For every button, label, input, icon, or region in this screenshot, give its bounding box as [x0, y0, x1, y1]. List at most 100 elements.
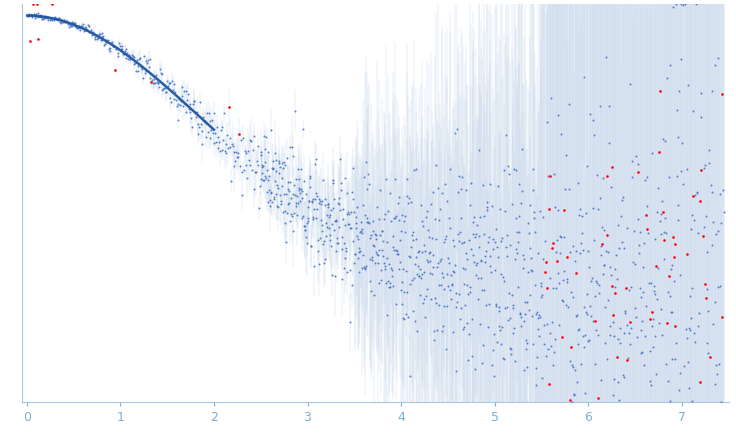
Point — [537, 291, 548, 298]
Point — [553, 321, 565, 328]
Point — [533, 333, 545, 340]
Point — [478, 286, 490, 293]
Point — [173, 96, 185, 103]
Point — [73, 23, 85, 30]
Point — [519, 318, 531, 325]
Point — [554, 250, 566, 257]
Point — [446, 281, 458, 288]
Point — [620, 412, 632, 419]
Point — [635, 349, 647, 356]
Point — [258, 163, 269, 170]
Point — [169, 95, 180, 102]
Point — [325, 231, 336, 238]
Point — [643, 412, 655, 419]
Point — [601, 54, 612, 61]
Point — [55, 19, 67, 26]
Point — [669, 323, 681, 330]
Point — [645, 308, 657, 315]
Point — [282, 185, 294, 192]
Point — [556, 333, 567, 340]
Point — [609, 283, 621, 290]
Point — [222, 144, 234, 151]
Point — [467, 218, 479, 225]
Point — [685, 314, 697, 321]
Point — [246, 166, 258, 173]
Point — [674, 369, 686, 376]
Point — [219, 149, 231, 156]
Point — [84, 28, 96, 35]
Point — [528, 209, 540, 216]
Point — [569, 366, 581, 373]
Point — [321, 223, 333, 230]
Point — [279, 208, 291, 215]
Point — [553, 206, 565, 213]
Point — [258, 132, 270, 139]
Point — [544, 329, 556, 336]
Point — [513, 212, 525, 219]
Point — [503, 241, 515, 248]
Point — [308, 214, 319, 221]
Point — [697, 412, 709, 419]
Point — [79, 27, 91, 34]
Point — [518, 367, 530, 374]
Point — [355, 218, 367, 225]
Point — [276, 175, 288, 182]
Point — [681, 251, 693, 258]
Point — [526, 313, 538, 320]
Point — [362, 218, 374, 225]
Point — [139, 70, 151, 77]
Point — [684, 326, 696, 333]
Point — [579, 332, 591, 339]
Point — [717, 187, 729, 194]
Point — [459, 238, 470, 245]
Point — [687, 108, 698, 114]
Point — [564, 248, 576, 255]
Point — [427, 252, 439, 259]
Point — [432, 260, 444, 267]
Point — [561, 275, 573, 282]
Point — [269, 156, 281, 163]
Point — [650, 333, 662, 340]
Point — [338, 264, 350, 271]
Point — [239, 148, 251, 155]
Point — [433, 217, 445, 224]
Point — [416, 218, 428, 225]
Point — [378, 262, 390, 269]
Point — [528, 215, 539, 222]
Point — [339, 239, 350, 246]
Point — [609, 333, 620, 340]
Point — [287, 191, 299, 198]
Point — [426, 270, 438, 277]
Point — [295, 166, 307, 173]
Point — [266, 164, 277, 171]
Point — [295, 185, 307, 192]
Point — [454, 229, 466, 236]
Point — [695, 90, 707, 97]
Point — [320, 233, 332, 240]
Point — [425, 201, 436, 208]
Point — [113, 53, 124, 60]
Point — [597, 174, 609, 181]
Point — [303, 197, 315, 204]
Point — [30, 13, 42, 20]
Point — [643, 378, 655, 385]
Point — [291, 211, 303, 218]
Point — [249, 185, 261, 192]
Point — [474, 320, 486, 327]
Point — [402, 175, 414, 182]
Point — [274, 157, 286, 164]
Point — [587, 117, 599, 124]
Point — [593, 281, 605, 288]
Point — [512, 181, 524, 188]
Point — [552, 270, 564, 277]
Point — [353, 235, 364, 242]
Point — [32, 9, 43, 16]
Point — [610, 251, 622, 258]
Point — [512, 284, 523, 291]
Point — [473, 274, 484, 281]
Point — [442, 198, 453, 205]
Point — [342, 268, 353, 275]
Point — [230, 149, 242, 156]
Point — [507, 302, 519, 309]
Point — [326, 272, 338, 279]
